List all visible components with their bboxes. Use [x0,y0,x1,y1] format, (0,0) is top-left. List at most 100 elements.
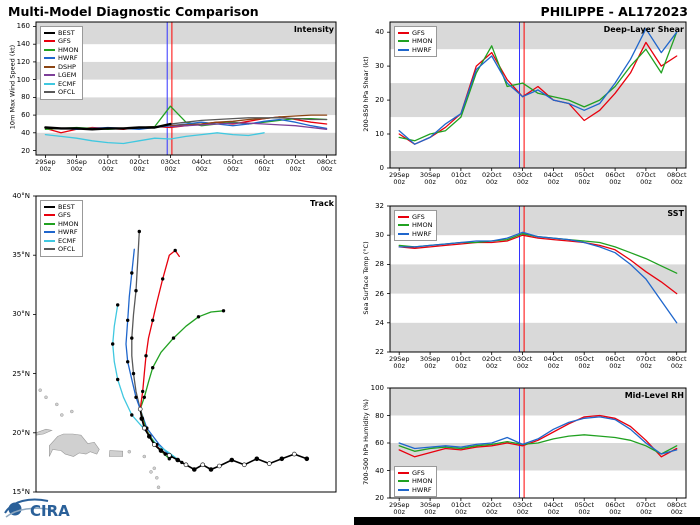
legend-label: GFS [412,29,425,37]
cira-orbit-icon [4,498,49,514]
legend-label: GFS [58,211,71,220]
legend-label: GFS [412,469,425,477]
legend-label: DSHP [58,62,76,71]
legend-item-ofcl: OFCL [44,245,78,253]
legend-item-gfs: GFS [398,469,432,477]
x-tick-label: 29Sep 00z [35,158,56,174]
legend-swatch [44,214,55,217]
legend-swatch [398,480,409,483]
shear-legend: GFS HMON HWRF [394,26,438,58]
x-tick-label: 05Oct 00z [574,355,594,371]
rh-panel-label: Mid-Level RH [624,391,684,400]
legend-item-hwrf: HWRF [398,230,432,238]
intensity-plot [33,21,337,158]
y-tick-label: 100 [370,384,384,392]
x-tick-label: 06Oct 00z [254,158,274,174]
legend-label: BEST [58,29,75,37]
legend-swatch [44,57,55,60]
intensity-panel-label: Intensity [293,25,334,34]
cira-logo-text: CIRA [30,502,70,520]
bottom-bar [354,517,700,525]
sst-legend: GFS HMON HWRF [394,210,438,242]
panel-shear: 200-850 hPa Shear (kt) Deep-Layer Shear … [354,21,688,197]
legend-swatch [44,32,55,34]
x-tick-label: 29Sep 00z [388,501,410,517]
legend-label: HMON [58,45,79,54]
legend-label: GFS [58,37,71,46]
legend-swatch [398,488,409,491]
x-tick-label: 02Oct 00z [481,355,502,371]
x-tick-label: 01Oct 00z [451,501,471,517]
legend-swatch [44,239,55,242]
legend-item-hwrf: HWRF [44,54,78,62]
x-tick-label: 30Sep 00z [419,171,441,187]
y-tick-label: 40°N [12,192,30,200]
y-tick-label: 26 [375,289,384,298]
track-map [33,195,337,493]
legend-label: OFCL [58,245,76,254]
x-tick-label: 08Oct 00z [316,158,337,174]
y-tick-label: 20 [375,494,384,502]
legend-swatch [44,82,55,85]
y-tick-label: 160 [16,22,30,31]
x-tick-label: 04Oct 00z [191,158,212,174]
cira-logo: CIRA [4,498,70,520]
legend-item-gfs: GFS [44,211,78,219]
y-tick-label: 60 [375,439,384,447]
x-tick-label: 01Oct 00z [451,355,471,371]
x-tick-label: 08Oct 00z [666,171,687,187]
page-title: Multi-Model Diagnostic Comparison [8,4,259,19]
shear-panel-label: Deep-Layer Shear [603,25,684,34]
legend-swatch [44,231,55,234]
y-tick-label: 30 [375,231,384,240]
x-tick-label: 03Oct 00z [512,171,533,187]
legend-label: GFS [412,213,425,221]
legend-item-hmon: HMON [398,477,432,485]
legend-label: HWRF [58,54,78,63]
shear-plot [387,21,687,171]
legend-label: ECMF [58,79,76,88]
legend-label: HMON [412,37,433,46]
x-tick-label: 29Sep 00z [388,355,410,371]
legend-label: HWRF [412,229,432,238]
y-tick-label: 80 [21,93,30,102]
x-tick-label: 01Oct 00z [451,171,471,187]
legend-swatch [398,472,409,474]
y-tick-label: 20 [375,96,384,105]
legend-swatch [44,40,55,43]
legend-label: BEST [58,203,75,211]
shear-y-axis-title: 200-850 hPa Shear (kt) [362,56,370,132]
y-tick-label: 100 [16,75,30,84]
x-tick-label: 07Oct 00z [636,171,656,187]
x-tick-label: 30Sep 00z [419,501,441,517]
sst-y-axis-title: Sea Surface Temp (°C) [362,241,370,315]
cira-orbit2-icon [5,507,55,518]
legend-swatch [398,40,409,43]
y-tick-label: 40 [375,466,384,475]
x-tick-label: 07Oct 00z [285,158,306,174]
legend-swatch [44,74,55,77]
x-tick-label: 05Oct 00z [574,501,594,517]
y-tick-label: 32 [375,202,384,210]
y-tick-label: 28 [375,260,384,269]
x-tick-label: 06Oct 00z [605,171,625,187]
legend-item-ecmf: ECMF [44,237,78,245]
x-tick-label: 02Oct 00z [481,501,502,517]
y-tick-label: 140 [16,40,30,49]
legend-swatch [398,224,409,227]
x-tick-label: 05Oct 00z [574,171,594,187]
legend-item-lgem: LGEM [44,71,78,79]
panel-sst: Sea Surface Temp (°C) SST GFS HMON HWRF 22… [354,202,688,381]
y-tick-label: 40 [21,128,30,137]
legend-swatch [398,216,409,218]
x-tick-label: 05Oct 00z [223,158,243,174]
panel-track: Track BEST GFS HMON HWRF ECMF OFCL 15°N 20°N 25… [0,192,338,496]
y-tick-label: 120 [16,57,30,66]
x-tick-label: 03Oct 00z [160,158,181,174]
y-tick-label: 30 [375,62,384,71]
storm-title: PHILIPPE - AL172023 [540,4,688,19]
legend-label: HMON [58,219,79,228]
legend-label: ECMF [58,236,76,245]
x-tick-label: 08Oct 00z [666,501,687,517]
